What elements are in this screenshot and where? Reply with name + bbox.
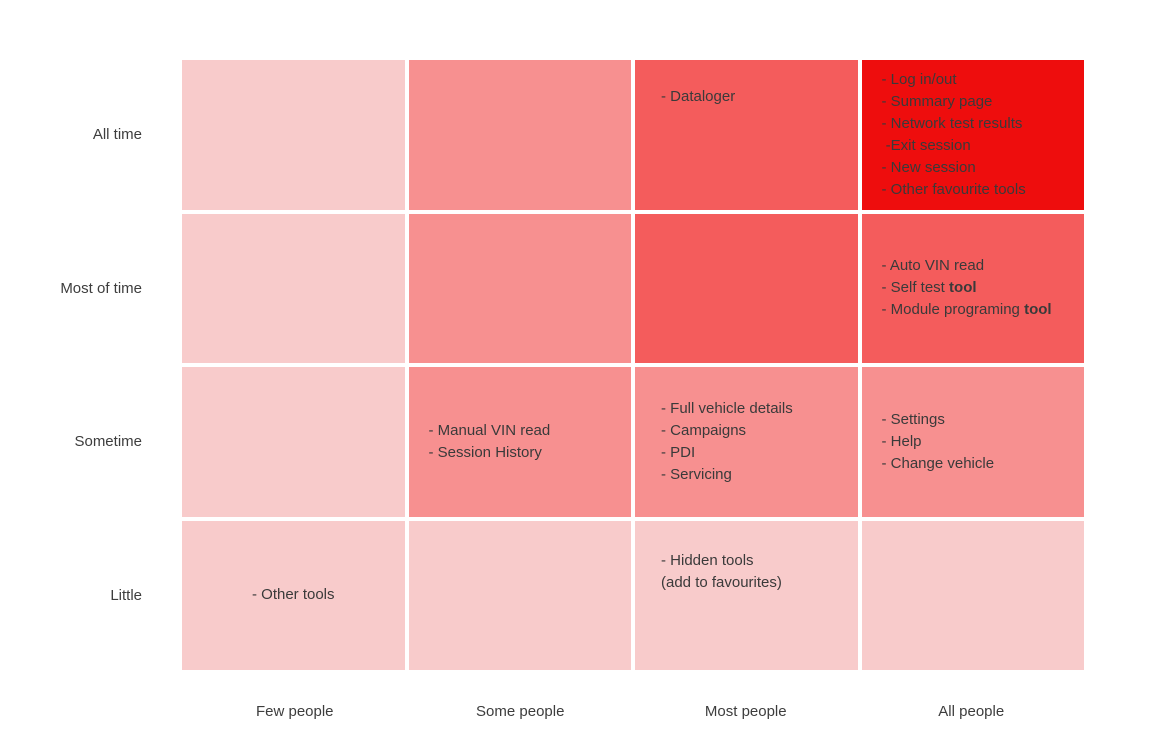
x-axis-labels: Few people Some people Most people All p… [182, 670, 1084, 730]
cell-little-most-people: - Hidden tools (add to favourites) [635, 520, 858, 670]
cell-little-few-people: - Other tools [182, 520, 405, 670]
cell-line-bold: tool [1024, 301, 1052, 319]
cell-sometime-all-people: - Settings - Help - Change vehicle [861, 367, 1084, 517]
cell-line: - Dataloger [661, 88, 736, 105]
cell-line-bold: tool [949, 279, 977, 297]
row-label-sometime: Sometime [74, 433, 142, 451]
cell-line: - Settings [881, 410, 945, 428]
cell-line: - Campaigns [661, 421, 747, 439]
cell-line: -Exit session [881, 136, 971, 154]
cell-sometime-some-people: - Manual VIN read - Session History [408, 367, 631, 517]
cell-line: - Log in/out [881, 70, 957, 88]
cell-line: - Session History [428, 443, 542, 461]
row-label-all-time: All time [92, 126, 142, 144]
cell-most-of-time-most-people [635, 213, 858, 363]
cell-line: - Network test results [881, 114, 1023, 132]
row-label-little: Little [110, 586, 142, 604]
cell-sometime-few-people [182, 367, 405, 517]
cell-line: - Other favourite tools [881, 180, 1026, 198]
cell-most-of-time-some-people [408, 213, 631, 363]
cell-most-of-time-all-people: - Auto VIN read - Self test tool - Modul… [861, 213, 1084, 363]
col-label-few-people: Few people [255, 703, 334, 720]
cell-little-all-people [861, 520, 1084, 670]
cell-sometime-most-people: - Full vehicle details - Campaigns - PDI… [635, 367, 858, 517]
cell-line: - Hidden tools [661, 551, 754, 569]
cell-line-text: - Self test [881, 279, 950, 297]
cell-line: - Module programing tool [882, 299, 1077, 321]
cell-line: - Help [881, 432, 922, 450]
row-label-most-of-time: Most of time [60, 279, 142, 297]
cell-line: (add to favourites) [661, 573, 782, 591]
cell-line-text: - Module programing [881, 301, 1025, 319]
heatmap-grid: - Dataloger - Log in/out - Summary page … [182, 60, 1084, 670]
cell-line: - Manual VIN read [428, 421, 551, 439]
cell-line: - Other tools [251, 586, 335, 604]
cell-line: - New session [881, 158, 976, 176]
cell-little-some-people [408, 520, 631, 670]
cell-most-of-time-few-people [182, 213, 405, 363]
cell-all-time-all-people: - Log in/out - Summary page - Network te… [861, 60, 1084, 210]
cell-line: - PDI [661, 443, 696, 461]
cell-line: - Servicing [661, 465, 732, 483]
cell-line: - Self test tool [882, 277, 1077, 299]
col-label-most-people: Most people [704, 703, 787, 720]
y-axis-labels: All time Most of time Sometime Little [0, 60, 142, 670]
cell-line: - Change vehicle [881, 454, 995, 472]
col-label-all-people: All people [938, 703, 1005, 720]
cell-all-time-few-people [182, 60, 405, 210]
cell-all-time-some-people [408, 60, 631, 210]
cell-line: - Auto VIN read [881, 257, 985, 275]
cell-line: - Full vehicle details [661, 399, 793, 417]
col-label-some-people: Some people [476, 703, 565, 720]
cell-all-time-most-people: - Dataloger [635, 60, 858, 210]
cell-line: - Summary page [881, 92, 993, 110]
